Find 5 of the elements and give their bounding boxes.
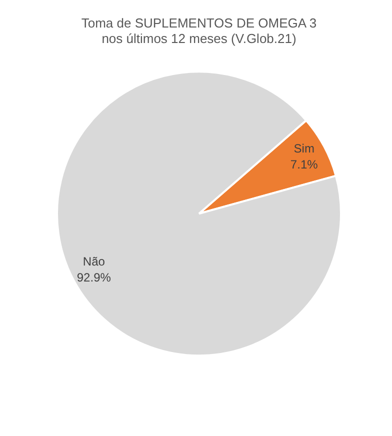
data-label: 92.9% [76,270,112,284]
chart-title: Toma de SUPLEMENTOS DE OMEGA 3 nos últimos 12 meses (V.Glob.21) [81,15,317,46]
slice-label: Não [82,254,106,268]
slice-label: Sim [294,142,314,156]
data-label: 7.1% [290,158,318,172]
